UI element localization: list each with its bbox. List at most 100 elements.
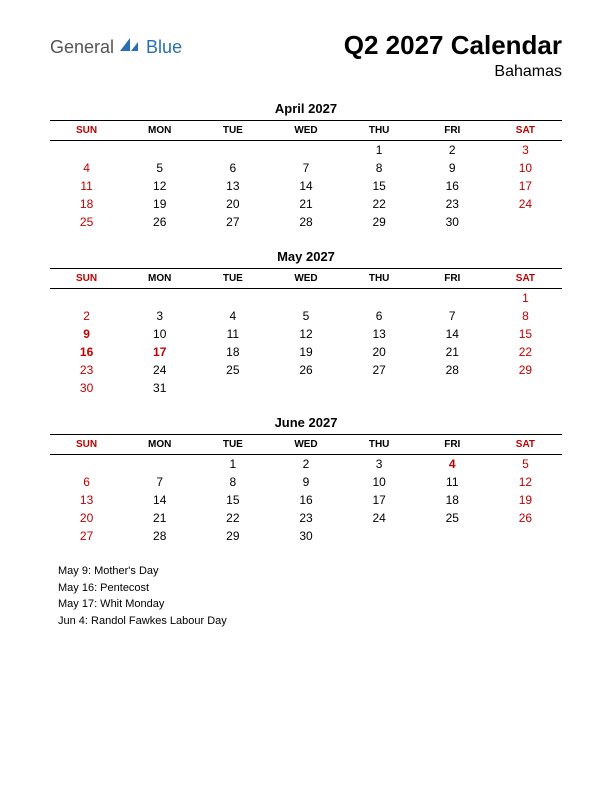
day-header: SAT bbox=[489, 121, 562, 141]
day-header: WED bbox=[269, 435, 342, 455]
calendar-cell: 11 bbox=[50, 177, 123, 195]
calendar-row: 3031 bbox=[50, 379, 562, 397]
calendar-cell: 27 bbox=[50, 527, 123, 545]
calendar-cell: 22 bbox=[489, 343, 562, 361]
calendar-row: 123 bbox=[50, 141, 562, 160]
day-header: MON bbox=[123, 435, 196, 455]
calendar-row: 13141516171819 bbox=[50, 491, 562, 509]
calendar-cell bbox=[50, 455, 123, 474]
calendar-cell: 30 bbox=[416, 213, 489, 231]
calendar-cell: 18 bbox=[196, 343, 269, 361]
calendar-cell: 28 bbox=[123, 527, 196, 545]
calendar-cell bbox=[489, 213, 562, 231]
page-subtitle: Bahamas bbox=[344, 63, 562, 81]
calendar-row: 18192021222324 bbox=[50, 195, 562, 213]
calendar-cell: 15 bbox=[343, 177, 416, 195]
calendar-cell: 25 bbox=[416, 509, 489, 527]
calendar-cell: 5 bbox=[489, 455, 562, 474]
calendar-row: 16171819202122 bbox=[50, 343, 562, 361]
calendar-cell: 9 bbox=[50, 325, 123, 343]
calendar-cell: 5 bbox=[123, 159, 196, 177]
logo: General Blue bbox=[50, 30, 182, 59]
calendar-cell bbox=[123, 289, 196, 308]
logo-text-general: General bbox=[50, 37, 114, 58]
calendar-row: 27282930 bbox=[50, 527, 562, 545]
calendar-cell: 9 bbox=[269, 473, 342, 491]
calendar-cell bbox=[343, 289, 416, 308]
calendar-cell: 13 bbox=[343, 325, 416, 343]
calendar-row: 9101112131415 bbox=[50, 325, 562, 343]
calendar-cell: 7 bbox=[269, 159, 342, 177]
day-header: THU bbox=[343, 435, 416, 455]
calendar-cell: 5 bbox=[269, 307, 342, 325]
month-block: June 2027SUNMONTUEWEDTHUFRISAT1234567891… bbox=[50, 415, 562, 545]
calendar-cell: 21 bbox=[416, 343, 489, 361]
calendar-cell: 13 bbox=[196, 177, 269, 195]
calendar-cell bbox=[196, 289, 269, 308]
day-header: FRI bbox=[416, 435, 489, 455]
calendar-cell bbox=[196, 141, 269, 160]
logo-text-blue: Blue bbox=[146, 37, 182, 58]
calendar-cell bbox=[50, 141, 123, 160]
calendar-cell: 17 bbox=[123, 343, 196, 361]
day-header: THU bbox=[343, 269, 416, 289]
calendar-cell: 26 bbox=[123, 213, 196, 231]
calendar-cell: 2 bbox=[416, 141, 489, 160]
calendar-cell: 23 bbox=[269, 509, 342, 527]
calendar-cell: 16 bbox=[50, 343, 123, 361]
calendar-cell: 2 bbox=[269, 455, 342, 474]
calendar-cell: 20 bbox=[343, 343, 416, 361]
calendar-cell: 8 bbox=[196, 473, 269, 491]
holiday-item: May 16: Pentecost bbox=[58, 580, 562, 597]
day-header: TUE bbox=[196, 121, 269, 141]
day-header: SAT bbox=[489, 269, 562, 289]
calendar-cell: 9 bbox=[416, 159, 489, 177]
calendar-cell bbox=[416, 527, 489, 545]
calendar-row: 11121314151617 bbox=[50, 177, 562, 195]
calendar-cell: 3 bbox=[343, 455, 416, 474]
month-block: May 2027SUNMONTUEWEDTHUFRISAT12345678910… bbox=[50, 249, 562, 397]
day-header: SAT bbox=[489, 435, 562, 455]
calendar-cell bbox=[269, 289, 342, 308]
calendar-row: 12345 bbox=[50, 455, 562, 474]
month-title: April 2027 bbox=[50, 101, 562, 116]
calendar-cell: 6 bbox=[50, 473, 123, 491]
calendar-cell: 31 bbox=[123, 379, 196, 397]
calendar-cell: 15 bbox=[489, 325, 562, 343]
calendar-cell: 28 bbox=[269, 213, 342, 231]
calendar-cell: 14 bbox=[269, 177, 342, 195]
calendar-cell: 24 bbox=[489, 195, 562, 213]
calendar-cell bbox=[416, 379, 489, 397]
month-title: May 2027 bbox=[50, 249, 562, 264]
calendar-cell: 12 bbox=[489, 473, 562, 491]
calendar-cell: 11 bbox=[416, 473, 489, 491]
calendar-cell: 19 bbox=[489, 491, 562, 509]
calendar-container: April 2027SUNMONTUEWEDTHUFRISAT123456789… bbox=[50, 101, 562, 545]
calendar-cell: 4 bbox=[416, 455, 489, 474]
calendar-cell: 18 bbox=[416, 491, 489, 509]
calendar-cell: 20 bbox=[50, 509, 123, 527]
calendar-cell: 12 bbox=[269, 325, 342, 343]
day-header: FRI bbox=[416, 121, 489, 141]
calendar-cell: 16 bbox=[416, 177, 489, 195]
month-block: April 2027SUNMONTUEWEDTHUFRISAT123456789… bbox=[50, 101, 562, 231]
holiday-item: May 17: Whit Monday bbox=[58, 596, 562, 613]
calendar-cell: 11 bbox=[196, 325, 269, 343]
calendar-cell: 7 bbox=[123, 473, 196, 491]
calendar-cell: 24 bbox=[123, 361, 196, 379]
calendar-cell bbox=[489, 379, 562, 397]
day-header: WED bbox=[269, 269, 342, 289]
calendar-cell: 21 bbox=[123, 509, 196, 527]
calendar-cell: 2 bbox=[50, 307, 123, 325]
day-header: TUE bbox=[196, 435, 269, 455]
calendar-cell: 29 bbox=[489, 361, 562, 379]
calendar-cell: 13 bbox=[50, 491, 123, 509]
logo-sail-icon bbox=[118, 36, 140, 59]
day-header: THU bbox=[343, 121, 416, 141]
calendar-cell: 26 bbox=[269, 361, 342, 379]
calendar-cell: 29 bbox=[196, 527, 269, 545]
calendar-cell: 17 bbox=[489, 177, 562, 195]
calendar-cell: 6 bbox=[196, 159, 269, 177]
calendar-cell: 20 bbox=[196, 195, 269, 213]
calendar-cell: 8 bbox=[489, 307, 562, 325]
